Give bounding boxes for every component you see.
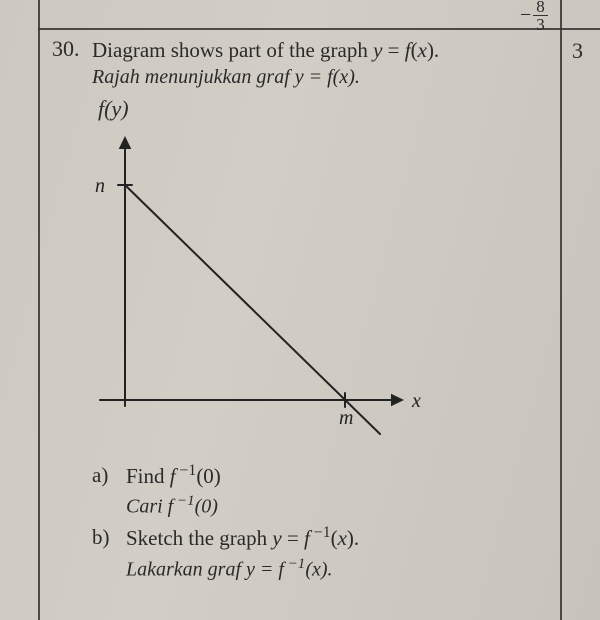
part-a-english: Find f −1(0) bbox=[126, 460, 221, 491]
part-b-english: Sketch the graph y = f −1(x). bbox=[126, 522, 359, 553]
svg-text:m: m bbox=[339, 407, 353, 429]
svg-text:x: x bbox=[411, 390, 421, 412]
marks-value: 3 bbox=[572, 38, 583, 64]
svg-text:n: n bbox=[95, 175, 105, 197]
question-number: 30. bbox=[52, 36, 80, 62]
part-a-malay: Cari f −1(0) bbox=[126, 491, 218, 522]
table-right-rule bbox=[560, 0, 562, 620]
function-graph: n m x bbox=[70, 130, 430, 440]
fraction-denominator: 3 bbox=[533, 16, 548, 33]
table-top-rule bbox=[38, 28, 600, 30]
y-axis-label: f(y) bbox=[98, 96, 129, 122]
question-text: Diagram shows part of the graph y = f(x)… bbox=[92, 36, 522, 91]
question-english: Diagram shows part of the graph y = f(x)… bbox=[92, 36, 522, 64]
previous-answer-fraction: − 8 3 bbox=[520, 0, 548, 33]
fraction-numerator: 8 bbox=[533, 0, 548, 16]
question-malay: Rajah menunjukkan graf y = f(x). bbox=[92, 64, 522, 91]
question-parts: a) Find f −1(0) Cari f −1(0) b) Sketch t… bbox=[92, 460, 532, 584]
fraction-sign: − bbox=[520, 4, 531, 27]
table-left-rule bbox=[38, 0, 40, 620]
part-b-malay: Lakarkan graf y = f −1(x). bbox=[126, 554, 333, 585]
part-b-label: b) bbox=[92, 522, 126, 553]
part-a-label: a) bbox=[92, 460, 126, 491]
